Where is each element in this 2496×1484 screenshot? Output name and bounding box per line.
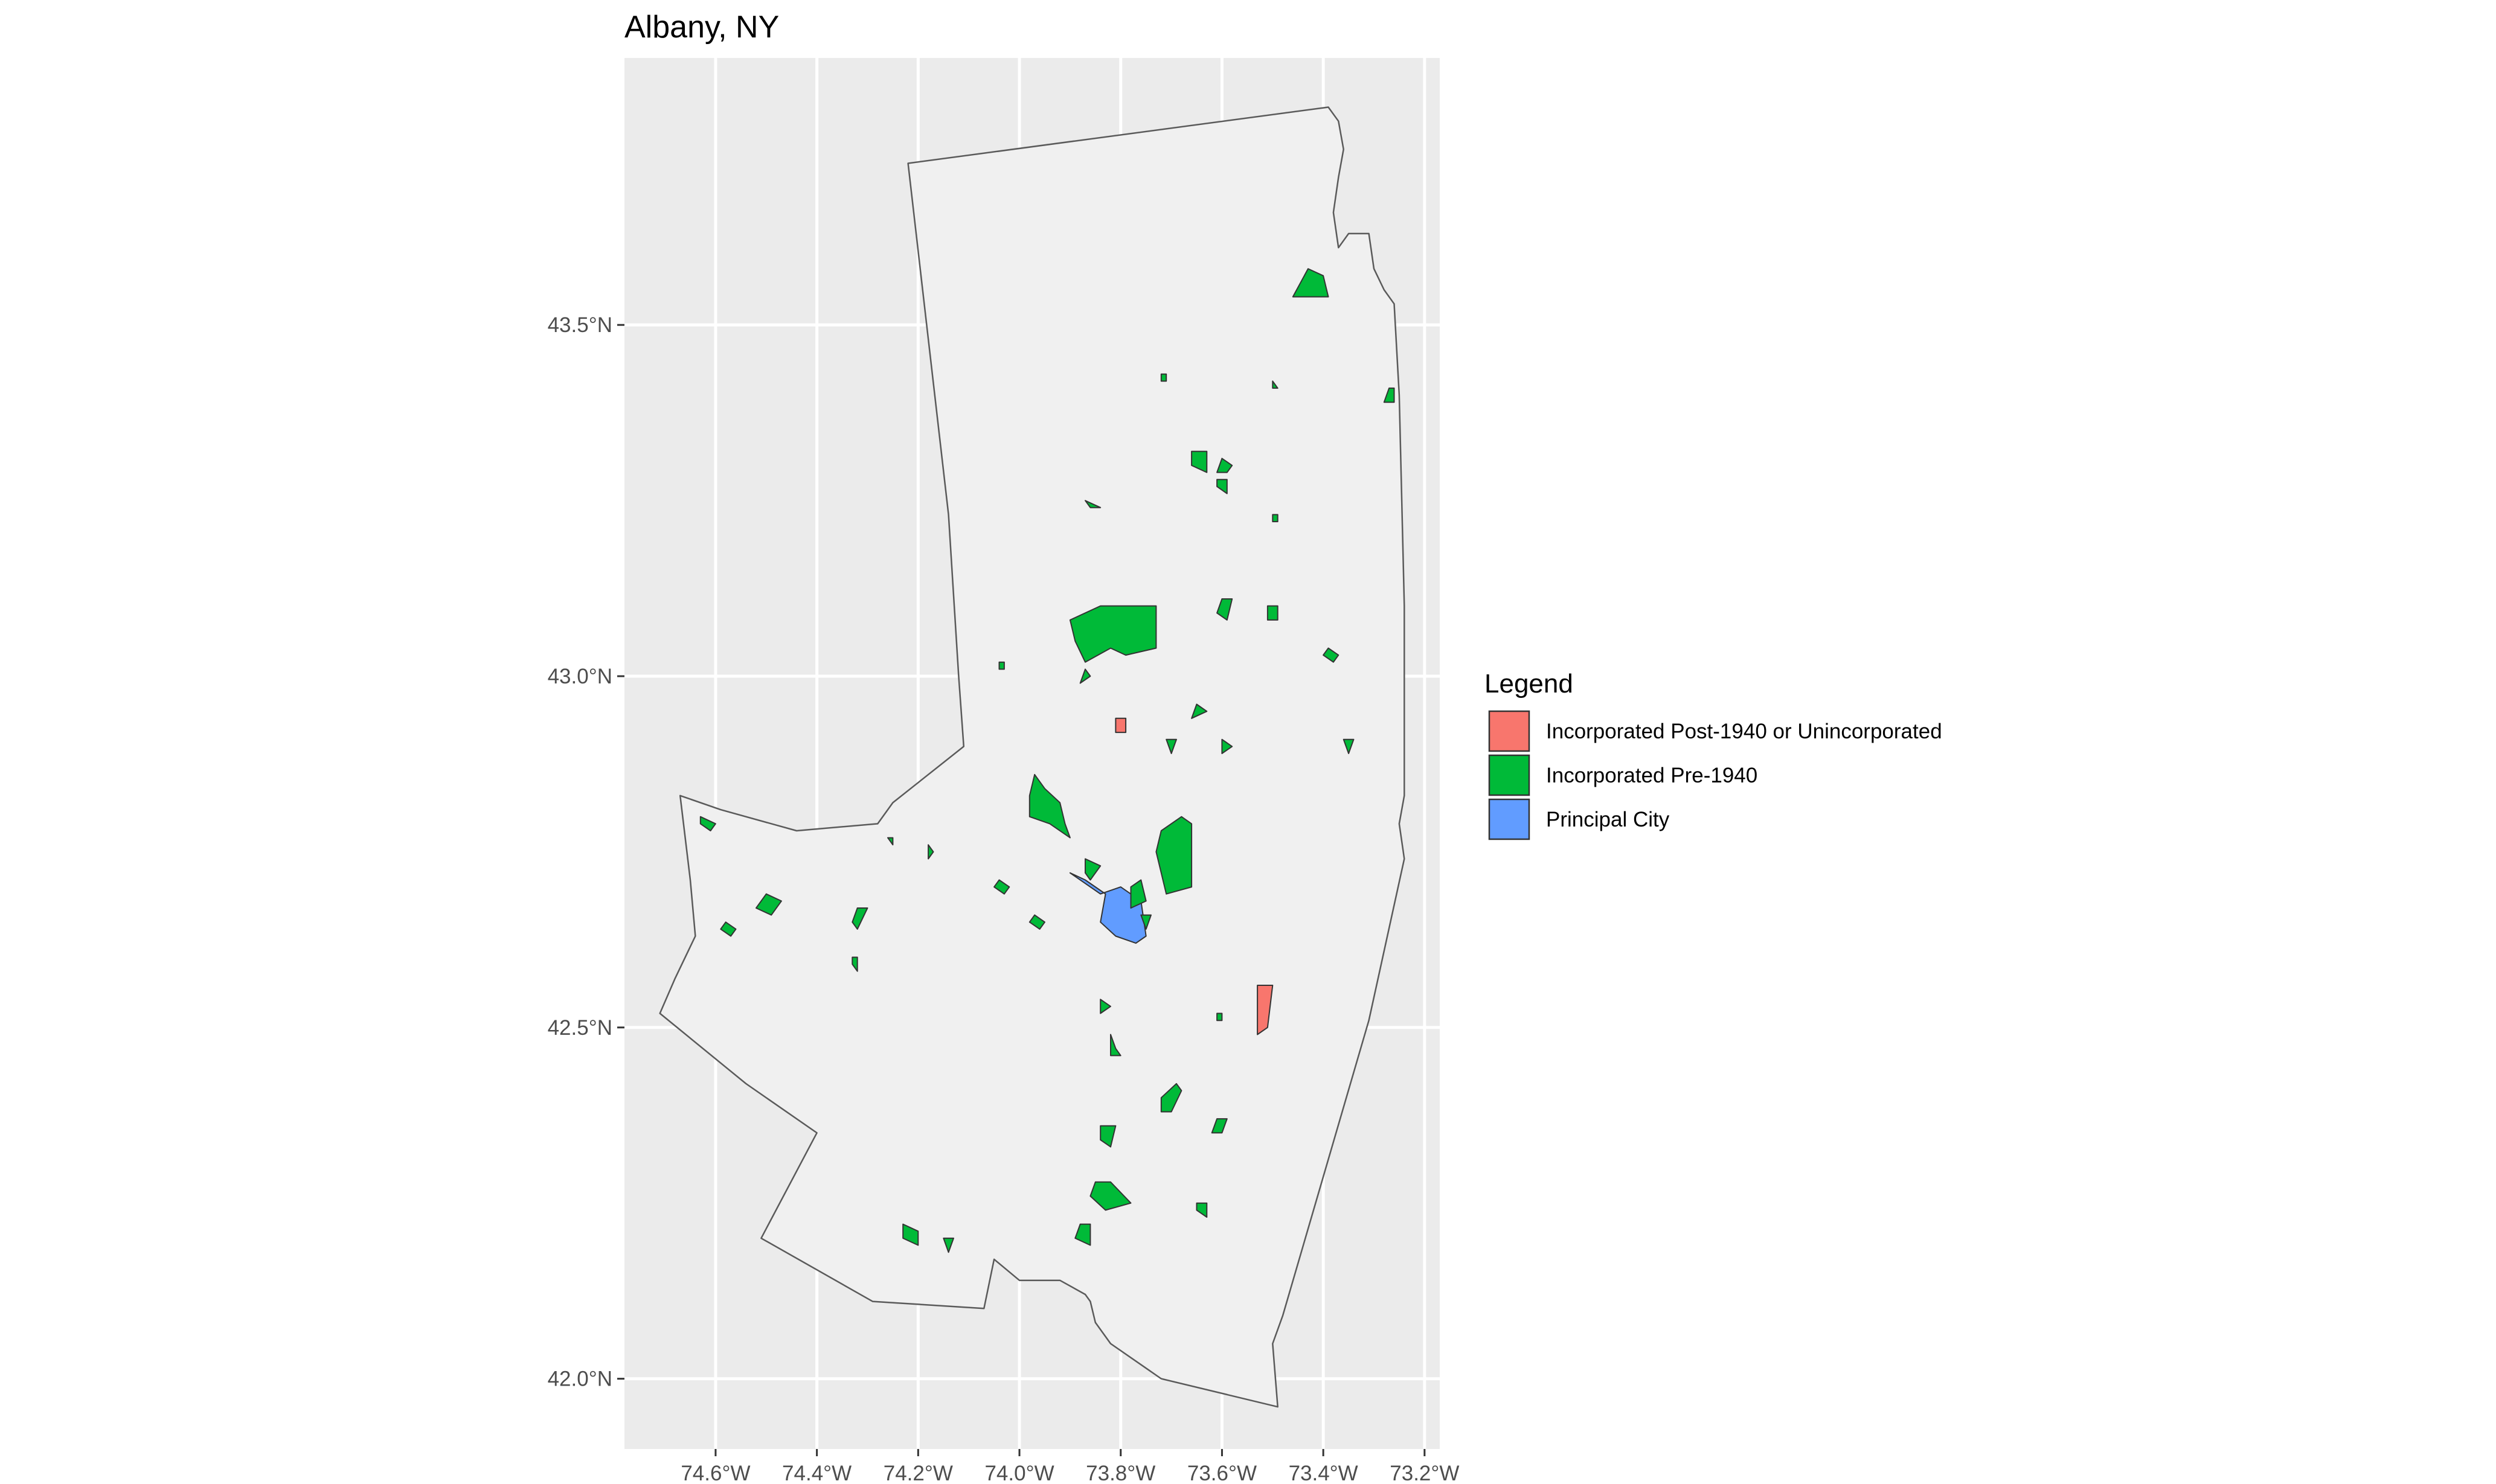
legend-label-0: Incorporated Post-1940 or Unincorporated [1546,720,1942,743]
place-shape-12 [1272,380,1278,389]
x-tick-label-4: 73.8°W [1086,1462,1155,1484]
place-shape-10 [1085,500,1102,508]
legend-label-1: Incorporated Pre-1940 [1546,764,1757,787]
x-tick-label-3: 74.0°W [984,1462,1054,1484]
place-shape-34 [1100,999,1111,1014]
y-tick-label-0: 43.5°N [548,313,612,337]
place-shape-7 [1191,450,1208,473]
x-tick-label-1: 74.4°W [782,1462,852,1484]
place-shape-9 [1216,479,1228,494]
x-tick-label-2: 74.2°W [884,1462,953,1484]
place-shape-35 [1216,1012,1223,1022]
place-shape-1 [1069,605,1157,663]
place-shape-43 [902,1223,919,1246]
place-shape-31 [993,879,1010,895]
map-title: Albany, NY [624,10,779,45]
place-shape-14 [1272,514,1278,522]
legend-label-2: Principal City [1546,808,1670,831]
place-shape-27 [852,907,868,930]
place-shape-11 [1160,373,1167,382]
y-tick-label-2: 42.5°N [548,1016,612,1040]
place-shape-46 [1115,717,1127,734]
place-shape-15 [1216,598,1233,621]
place-shape-24 [699,816,716,831]
place-shape-25 [756,893,782,916]
place-shape-16 [1266,605,1278,621]
place-shape-39 [1100,1125,1117,1148]
place-shape-40 [1089,1181,1132,1211]
place-shape-26 [720,921,737,937]
place-shape-21 [1166,738,1177,754]
region-outline [659,106,1405,1408]
place-shape-6 [1292,268,1329,298]
x-tick-label-6: 73.4°W [1289,1462,1358,1484]
place-shape-23 [1343,738,1355,754]
place-shape-44 [943,1237,954,1253]
x-tick-label-5: 73.6°W [1187,1462,1257,1484]
place-shape-29 [887,837,894,846]
place-shape-28 [852,956,858,972]
legend-key-2 [1488,798,1530,840]
y-axis: 43.5°N 43.0°N 42.5°N 42.0°N [548,313,624,1391]
place-shape-18 [1079,668,1091,684]
place-shape-33 [1140,914,1152,930]
place-shape-5 [1085,858,1102,881]
legend-key-0 [1488,710,1530,752]
place-shape-38 [1211,1118,1228,1134]
x-tick-label-0: 74.6°W [681,1462,750,1484]
place-shape-8 [1216,458,1233,473]
y-tick-label-1: 43.0°N [548,665,612,688]
x-axis: 74.6°W 74.4°W 74.2°W 74.0°W 73.8°W 73.6°W 73.4… [681,1449,1459,1484]
place-shape-19 [998,661,1005,670]
place-shape-36 [1110,1034,1121,1057]
place-shape-20 [1191,703,1208,719]
legend: Legend Incorporated Post-1940 or Unincor… [1484,669,1942,840]
place-shape-22 [1221,738,1233,754]
place-shape-2 [1028,773,1071,839]
place-shape-4 [1130,879,1147,909]
legend-title: Legend [1484,669,1573,699]
place-shape-37 [1160,1083,1182,1113]
place-shape-17 [1323,647,1339,663]
place-shape-3 [1155,816,1193,895]
place-shape-30 [928,844,934,860]
metro-region [659,106,1405,1408]
place-shape-42 [1074,1223,1091,1246]
place-shape-13 [1383,387,1395,403]
place-shape-32 [1028,914,1045,930]
x-tick-label-7: 73.2°W [1390,1462,1459,1484]
legend-key-1 [1488,754,1530,796]
principal-city-shape [1069,872,1147,944]
places-layer [699,268,1395,1253]
y-tick-label-3: 42.0°N [548,1367,612,1391]
place-shape-41 [1196,1202,1208,1218]
place-shape-45 [1257,985,1274,1035]
